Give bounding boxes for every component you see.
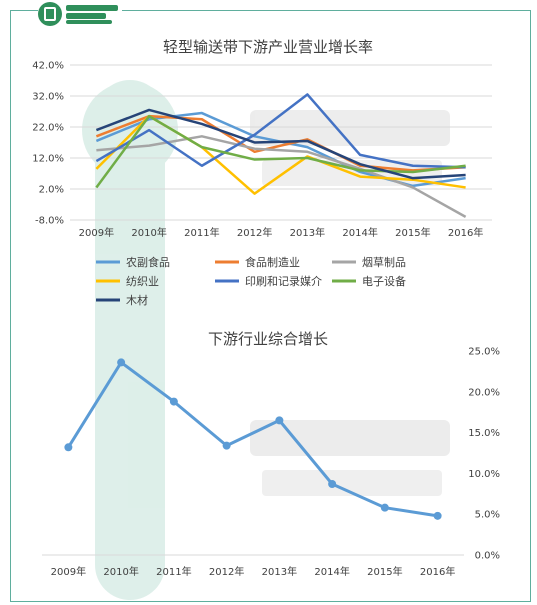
watermark-band-top [250, 110, 450, 146]
top-x-tick-label: 2009年 [79, 226, 114, 239]
bottom-x-tick-label: 2010年 [103, 565, 138, 578]
top-chart-title: 轻型输送带下游产业营业增长率 [163, 38, 373, 56]
bottom-x-tick-label: 2014年 [314, 565, 349, 578]
brand-logo [38, 2, 122, 26]
watermark-band-top-2 [250, 420, 450, 456]
top-series-line-5 [95, 114, 466, 189]
top-y-tick-label: 12.0% [32, 154, 64, 165]
bottom-chart-title: 下游行业综合增长 [208, 330, 328, 348]
top-legend-label: 电子设备 [362, 274, 406, 288]
bottom-chart-x-ticks: 2009年 2010年 2011年 2012年 2013年 2014年 2015年 2016年 [51, 565, 456, 578]
top-legend-label: 烟草制品 [362, 255, 406, 269]
bottom-y-tick-label: 10.0% [468, 469, 500, 480]
watermark-pillar [95, 80, 165, 600]
top-x-tick-label: 2010年 [131, 226, 166, 239]
top-chart-x-ticks: 2009年 2010年 2011年 2012年 2013年 2014年 2015年 2016年 [79, 226, 484, 239]
bottom-x-tick-label: 2009年 [51, 565, 86, 578]
bottom-series-point [64, 443, 73, 452]
bottom-y-tick-label: 5.0% [475, 510, 500, 521]
bottom-series-point [117, 358, 126, 367]
brand-logo-icon [38, 2, 62, 26]
top-chart-y-ticks: 42.0% 32.0% 22.0% 12.0% 2.0% -8.0% [32, 61, 64, 227]
bottom-series-point [275, 416, 284, 425]
top-legend-label: 农副食品 [126, 255, 170, 269]
bottom-series-point [169, 397, 178, 406]
top-y-tick-label: 42.0% [32, 61, 64, 72]
top-y-tick-label: 2.0% [39, 185, 64, 196]
bottom-series-point [328, 480, 337, 489]
top-x-tick-label: 2016年 [448, 226, 483, 239]
bottom-y-tick-label: 20.0% [468, 387, 500, 398]
top-legend-label: 纺织业 [126, 274, 159, 288]
bottom-y-tick-label: 0.0% [475, 551, 500, 562]
bottom-y-tick-label: 15.0% [468, 428, 500, 439]
brand-wordmark [66, 3, 118, 25]
bottom-series-point [433, 511, 442, 520]
top-x-tick-label: 2015年 [395, 226, 430, 239]
top-chart-series [95, 93, 467, 218]
top-series-line-1 [95, 114, 466, 172]
watermark [82, 80, 450, 600]
bottom-chart-y-ticks: 25.0% 20.0% 15.0% 10.0% 5.0% 0.0% [468, 347, 500, 562]
bottom-series-point [380, 503, 389, 512]
top-legend-label: 印刷和记录媒介 [245, 275, 322, 288]
bottom-y-tick-label: 25.0% [468, 347, 500, 358]
bottom-series-line [67, 360, 438, 518]
bottom-x-tick-label: 2011年 [156, 565, 191, 578]
top-legend-label: 食品制造业 [245, 255, 300, 269]
bottom-x-tick-label: 2016年 [420, 565, 455, 578]
top-x-tick-label: 2011年 [184, 226, 219, 239]
top-legend-label: 木材 [126, 293, 148, 307]
bottom-x-tick-label: 2015年 [367, 565, 402, 578]
top-x-tick-label: 2012年 [237, 226, 272, 239]
top-y-tick-label: 32.0% [32, 92, 64, 103]
chart-frame [10, 10, 531, 602]
bottom-x-tick-label: 2012年 [209, 565, 244, 578]
top-series-line-6 [95, 108, 466, 180]
bottom-series-point [222, 441, 231, 450]
top-y-tick-label: -8.0% [35, 216, 64, 227]
top-series-line-4 [95, 93, 466, 169]
top-x-tick-label: 2014年 [342, 226, 377, 239]
top-x-tick-label: 2013年 [290, 226, 325, 239]
bottom-x-tick-label: 2013年 [262, 565, 297, 578]
bottom-chart-series [64, 358, 442, 520]
top-series-line-2 [96, 135, 467, 218]
watermark-band-bottom-2 [262, 470, 442, 496]
top-y-tick-label: 22.0% [32, 123, 64, 134]
